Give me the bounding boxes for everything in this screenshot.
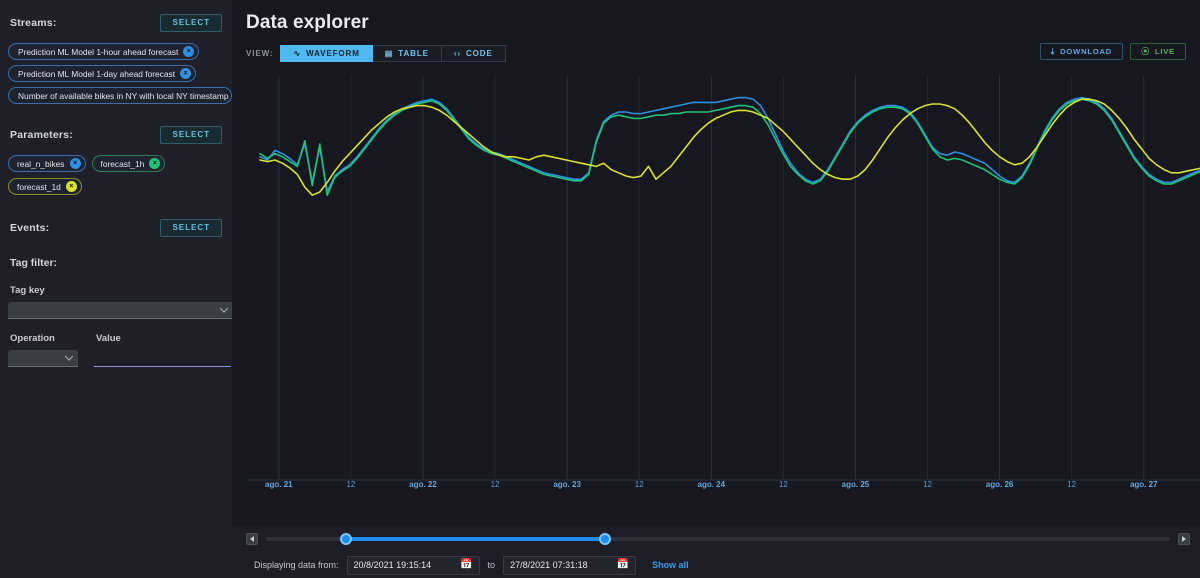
operation-value-row: Operation Value xyxy=(8,333,231,367)
displaying-data-label: Displaying data from: xyxy=(254,560,339,570)
streams-label: Streams: xyxy=(10,17,57,29)
x-axis-tick-label: 12 xyxy=(923,480,932,489)
tab-label: CODE xyxy=(465,49,493,58)
value-label: Value xyxy=(96,333,121,344)
view-label: VIEW: xyxy=(246,49,274,58)
tab-waveform[interactable]: ∿ WAVEFORM xyxy=(280,45,373,62)
waveform-icon: ∿ xyxy=(293,48,302,58)
parameter-chip-label: real_n_bikes xyxy=(17,158,65,169)
waveform-chart[interactable]: ago. 21 12 ago. 22 12 ago. 23 12 ago. 24 12 ago.… xyxy=(246,68,1200,498)
operation-select[interactable] xyxy=(8,350,78,367)
x-axis-tick-label: 12 xyxy=(346,480,356,489)
streams-header: Streams: SELECT xyxy=(8,12,224,34)
main-panel: Data explorer VIEW: ∿ WAVEFORM ▤ TABLE ‹› COD… xyxy=(232,0,1200,578)
streams-select-button[interactable]: SELECT xyxy=(160,14,222,32)
calendar-icon[interactable]: 📅 xyxy=(616,559,630,570)
parameters-chip-list: real_n_bikes × forecast_1h × forecast_1d × xyxy=(8,155,224,195)
range-slider-fill xyxy=(345,537,605,541)
date-from-field[interactable]: 20/8/2021 19:15:14 📅 xyxy=(346,555,480,575)
parameter-chip[interactable]: real_n_bikes × xyxy=(8,155,86,172)
chevron-down-icon xyxy=(219,304,229,313)
footer: Displaying data from: 20/8/2021 19:15:14… xyxy=(232,526,1200,578)
date-range-row: Displaying data from: 20/8/2021 19:15:14… xyxy=(232,552,1200,578)
header-actions: ⤓ DOWNLOAD ⦿ LIVE xyxy=(1039,43,1186,60)
tab-label: TABLE xyxy=(398,49,429,58)
date-to-label: to xyxy=(487,560,496,570)
code-icon: ‹› xyxy=(453,48,461,58)
download-label: DOWNLOAD xyxy=(1060,47,1113,56)
x-axis-tick-label: ago. 24 xyxy=(697,480,726,489)
date-from-value: 20/8/2021 19:15:14 xyxy=(353,560,432,570)
chevron-down-icon xyxy=(64,352,74,361)
view-tab-row: VIEW: ∿ WAVEFORM ▤ TABLE ‹› CODE xyxy=(246,45,1186,62)
stream-chip-label: Number of available bikes in NY with loc… xyxy=(18,90,229,101)
view-tabs: ∿ WAVEFORM ▤ TABLE ‹› CODE xyxy=(280,45,506,62)
stream-chip[interactable]: Number of available bikes in NY with loc… xyxy=(8,87,245,104)
chart-series-real_n_bikes xyxy=(259,96,1200,193)
x-axis-tick-label: 12 xyxy=(778,480,788,489)
chart-x-axis: ago. 21 12 ago. 22 12 ago. 23 12 ago. 24 12 ago.… xyxy=(246,480,1200,498)
events-select-button[interactable]: SELECT xyxy=(160,219,222,237)
remove-icon[interactable]: × xyxy=(69,158,81,169)
value-input[interactable] xyxy=(94,350,231,367)
sidebar: Streams: SELECT Prediction ML Model 1-ho… xyxy=(0,0,245,578)
x-axis-tick-label: ago. 21 xyxy=(265,480,293,489)
x-axis-tick-label: 12 xyxy=(490,480,500,489)
x-axis-tick-label: ago. 25 xyxy=(841,480,870,489)
stream-chip-label: Prediction ML Model 1-day ahead forecast xyxy=(18,68,176,79)
stream-chip-label: Prediction ML Model 1-hour ahead forecas… xyxy=(18,46,179,57)
live-label: LIVE xyxy=(1154,47,1175,56)
calendar-icon[interactable]: 📅 xyxy=(460,559,473,570)
x-axis-tick-label: 12 xyxy=(634,480,644,489)
chart-svg xyxy=(246,76,1200,481)
tag-filter-label: Tag filter: xyxy=(10,257,58,269)
streams-chip-list: Prediction ML Model 1-hour ahead forecas… xyxy=(8,43,245,104)
main-header: Data explorer VIEW: ∿ WAVEFORM ▤ TABLE ‹› COD… xyxy=(232,0,1200,62)
parameters-select-button[interactable]: SELECT xyxy=(160,126,222,144)
tab-code[interactable]: ‹› CODE xyxy=(441,45,506,62)
tab-label: WAVEFORM xyxy=(306,49,360,58)
x-axis-tick-label: ago. 27 xyxy=(1129,480,1158,489)
tag-key-select[interactable] xyxy=(8,302,233,319)
events-header: Events: SELECT xyxy=(8,217,224,239)
chart-series-forecast_1h xyxy=(259,98,1200,196)
date-to-value: 27/8/2021 07:31:18 xyxy=(510,560,588,570)
tab-table[interactable]: ▤ TABLE xyxy=(372,45,442,62)
parameter-chip[interactable]: forecast_1h × xyxy=(91,155,166,172)
x-axis-tick-label: ago. 23 xyxy=(553,480,581,489)
parameter-chip-label: forecast_1h xyxy=(100,158,145,169)
remove-icon[interactable]: × xyxy=(183,46,195,57)
show-all-link[interactable]: Show all xyxy=(652,560,689,570)
range-slider-track[interactable] xyxy=(266,533,1170,545)
remove-icon[interactable]: × xyxy=(149,158,161,169)
page-title: Data explorer xyxy=(246,12,369,33)
live-button[interactable]: ⦿ LIVE xyxy=(1130,43,1186,60)
download-button[interactable]: ⤓ DOWNLOAD xyxy=(1039,43,1124,60)
x-axis-tick-label: ago. 22 xyxy=(409,480,437,489)
events-label: Events: xyxy=(10,222,50,234)
operation-label: Operation xyxy=(10,333,55,344)
remove-icon[interactable]: × xyxy=(180,68,192,79)
parameter-chip-label: forecast_1d xyxy=(17,181,61,192)
slider-prev-button[interactable] xyxy=(246,533,258,545)
x-axis-tick-label: 12 xyxy=(1067,480,1077,489)
chart-series-forecast_1d xyxy=(259,98,1200,196)
download-icon: ⤓ xyxy=(1050,46,1056,56)
parameters-label: Parameters: xyxy=(10,129,73,141)
x-axis-tick-label: ago. 26 xyxy=(985,480,1014,489)
range-slider-handle-start[interactable] xyxy=(339,533,352,545)
date-to-field[interactable]: 27/8/2021 07:31:18 📅 xyxy=(503,555,637,575)
parameter-chip[interactable]: forecast_1d × xyxy=(8,178,82,195)
range-slider-handle-end[interactable] xyxy=(599,533,611,545)
remove-icon[interactable]: × xyxy=(65,181,77,192)
table-icon: ▤ xyxy=(384,48,394,58)
tag-key-label: Tag key xyxy=(10,285,45,296)
stream-chip[interactable]: Prediction ML Model 1-day ahead forecast… xyxy=(8,65,197,82)
stream-chip[interactable]: Prediction ML Model 1-hour ahead forecas… xyxy=(8,43,200,60)
live-icon: ⦿ xyxy=(1141,46,1150,56)
range-slider-row xyxy=(232,526,1200,552)
parameters-header: Parameters: SELECT xyxy=(8,124,224,146)
slider-next-button[interactable] xyxy=(1178,533,1190,545)
